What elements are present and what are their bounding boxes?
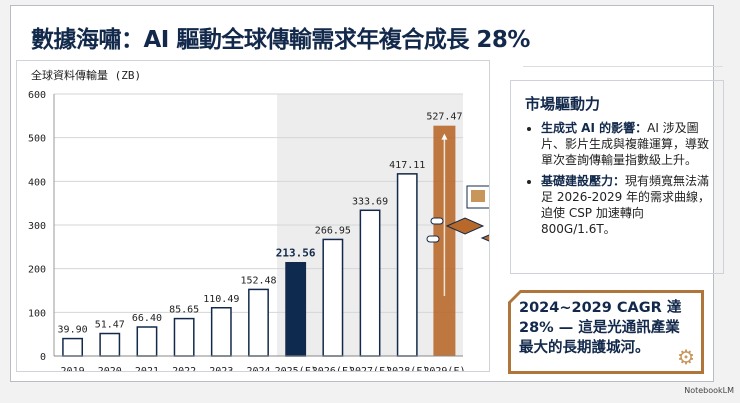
gear-wrench-icon: ⚙ — [677, 345, 695, 369]
page-title: 數據海嘯：AI 驅動全球傳輸需求年複合成長 28% — [31, 27, 530, 53]
bar — [322, 238, 344, 357]
driver-item: 生成式 AI 的影響：AI 涉及圖片、影片生成與複雜運算，導致單次查詢傳輸量指數… — [541, 120, 715, 168]
watermark: NotebookLM — [684, 386, 734, 395]
x-tick-label: 2027(F) — [349, 366, 391, 371]
arrow-head-icon — [441, 133, 448, 140]
y-tick-label: 100 — [28, 308, 46, 319]
driver-title: 生成式 AI 的影響： — [541, 121, 648, 135]
driver-title: 基礎建設壓力： — [541, 174, 626, 188]
x-tick-label: 2026(F) — [312, 366, 354, 371]
bar — [285, 261, 307, 357]
x-tick-label: 2021 — [135, 366, 159, 371]
cagr-callout: 2024~2029 CAGR 達 28% — 這是光通訊產業最大的長期護城河。 … — [508, 290, 704, 374]
bar-chart: 全球資料傳輸量 (ZB) 0 100 200 300 400 500 600 39.90 2019… — [28, 68, 508, 377]
cagr-text: 2024~2029 CAGR 達 28% — 這是光通訊產業最大的長期護城河。 — [519, 300, 682, 356]
value-label: 85.65 — [169, 305, 199, 316]
bar — [359, 209, 381, 357]
market-drivers-panel: 市場驅動力 生成式 AI 的影響：AI 涉及圖片、影片生成與複雜運算，導致單次查… — [510, 80, 724, 274]
value-label: 51.47 — [95, 320, 125, 331]
x-tick-label: 2028(F) — [386, 366, 428, 371]
chart-panel: 全球資料傳輸量 (ZB) 0 100 200 300 400 500 600 39.90 2019… — [16, 60, 508, 377]
value-label: 527.47 — [426, 112, 462, 123]
bar — [396, 173, 418, 357]
value-label: 333.69 — [352, 196, 388, 207]
driver-item: 基礎建設壓力：現有頻寬無法滿足 2026-2029 年的需求曲線，迫使 CSP … — [541, 173, 715, 237]
x-tick-label: 2024 — [246, 366, 270, 371]
value-label: 110.49 — [203, 294, 239, 305]
y-tick-label: 600 — [28, 90, 46, 101]
value-label: 213.56 — [276, 247, 316, 260]
divider — [523, 66, 723, 67]
y-tick-label: 400 — [28, 177, 46, 188]
value-label: 39.90 — [58, 325, 88, 336]
driver-text: 現有頻寬無法滿足 2026-2029 年的需求曲線，迫使 CSP 加速轉向 80… — [541, 174, 711, 236]
y-tick-label: 300 — [28, 221, 46, 232]
bar — [62, 337, 84, 357]
x-tick-label: 2020 — [98, 366, 122, 371]
x-tick-label: 2022 — [172, 366, 196, 371]
bar — [173, 317, 195, 357]
bar — [210, 307, 232, 357]
driver-text: AI 涉及圖片、影片生成與複雜運算，導致單次查詢傳輸量指數級上升。 — [541, 121, 710, 167]
x-tick-label: 2023 — [209, 366, 233, 371]
x-tick-label: 2029(F) — [423, 366, 465, 371]
x-tick-label: 2019 — [61, 366, 85, 371]
x-tick-label: 2025(F) — [275, 366, 317, 371]
value-label: 417.11 — [389, 160, 425, 171]
y-axis-label: 全球資料傳輸量 (ZB) — [31, 68, 141, 82]
y-tick-label: 0 — [40, 352, 46, 363]
drivers-heading: 市場驅動力 — [525, 95, 601, 113]
y-tick-label: 200 — [28, 265, 46, 276]
bar — [136, 326, 158, 357]
bar — [99, 332, 121, 357]
value-label: 266.95 — [315, 225, 351, 236]
value-label: 66.40 — [132, 313, 162, 324]
bar — [248, 288, 269, 357]
value-label: 152.48 — [240, 275, 276, 286]
y-tick-label: 500 — [28, 134, 46, 145]
